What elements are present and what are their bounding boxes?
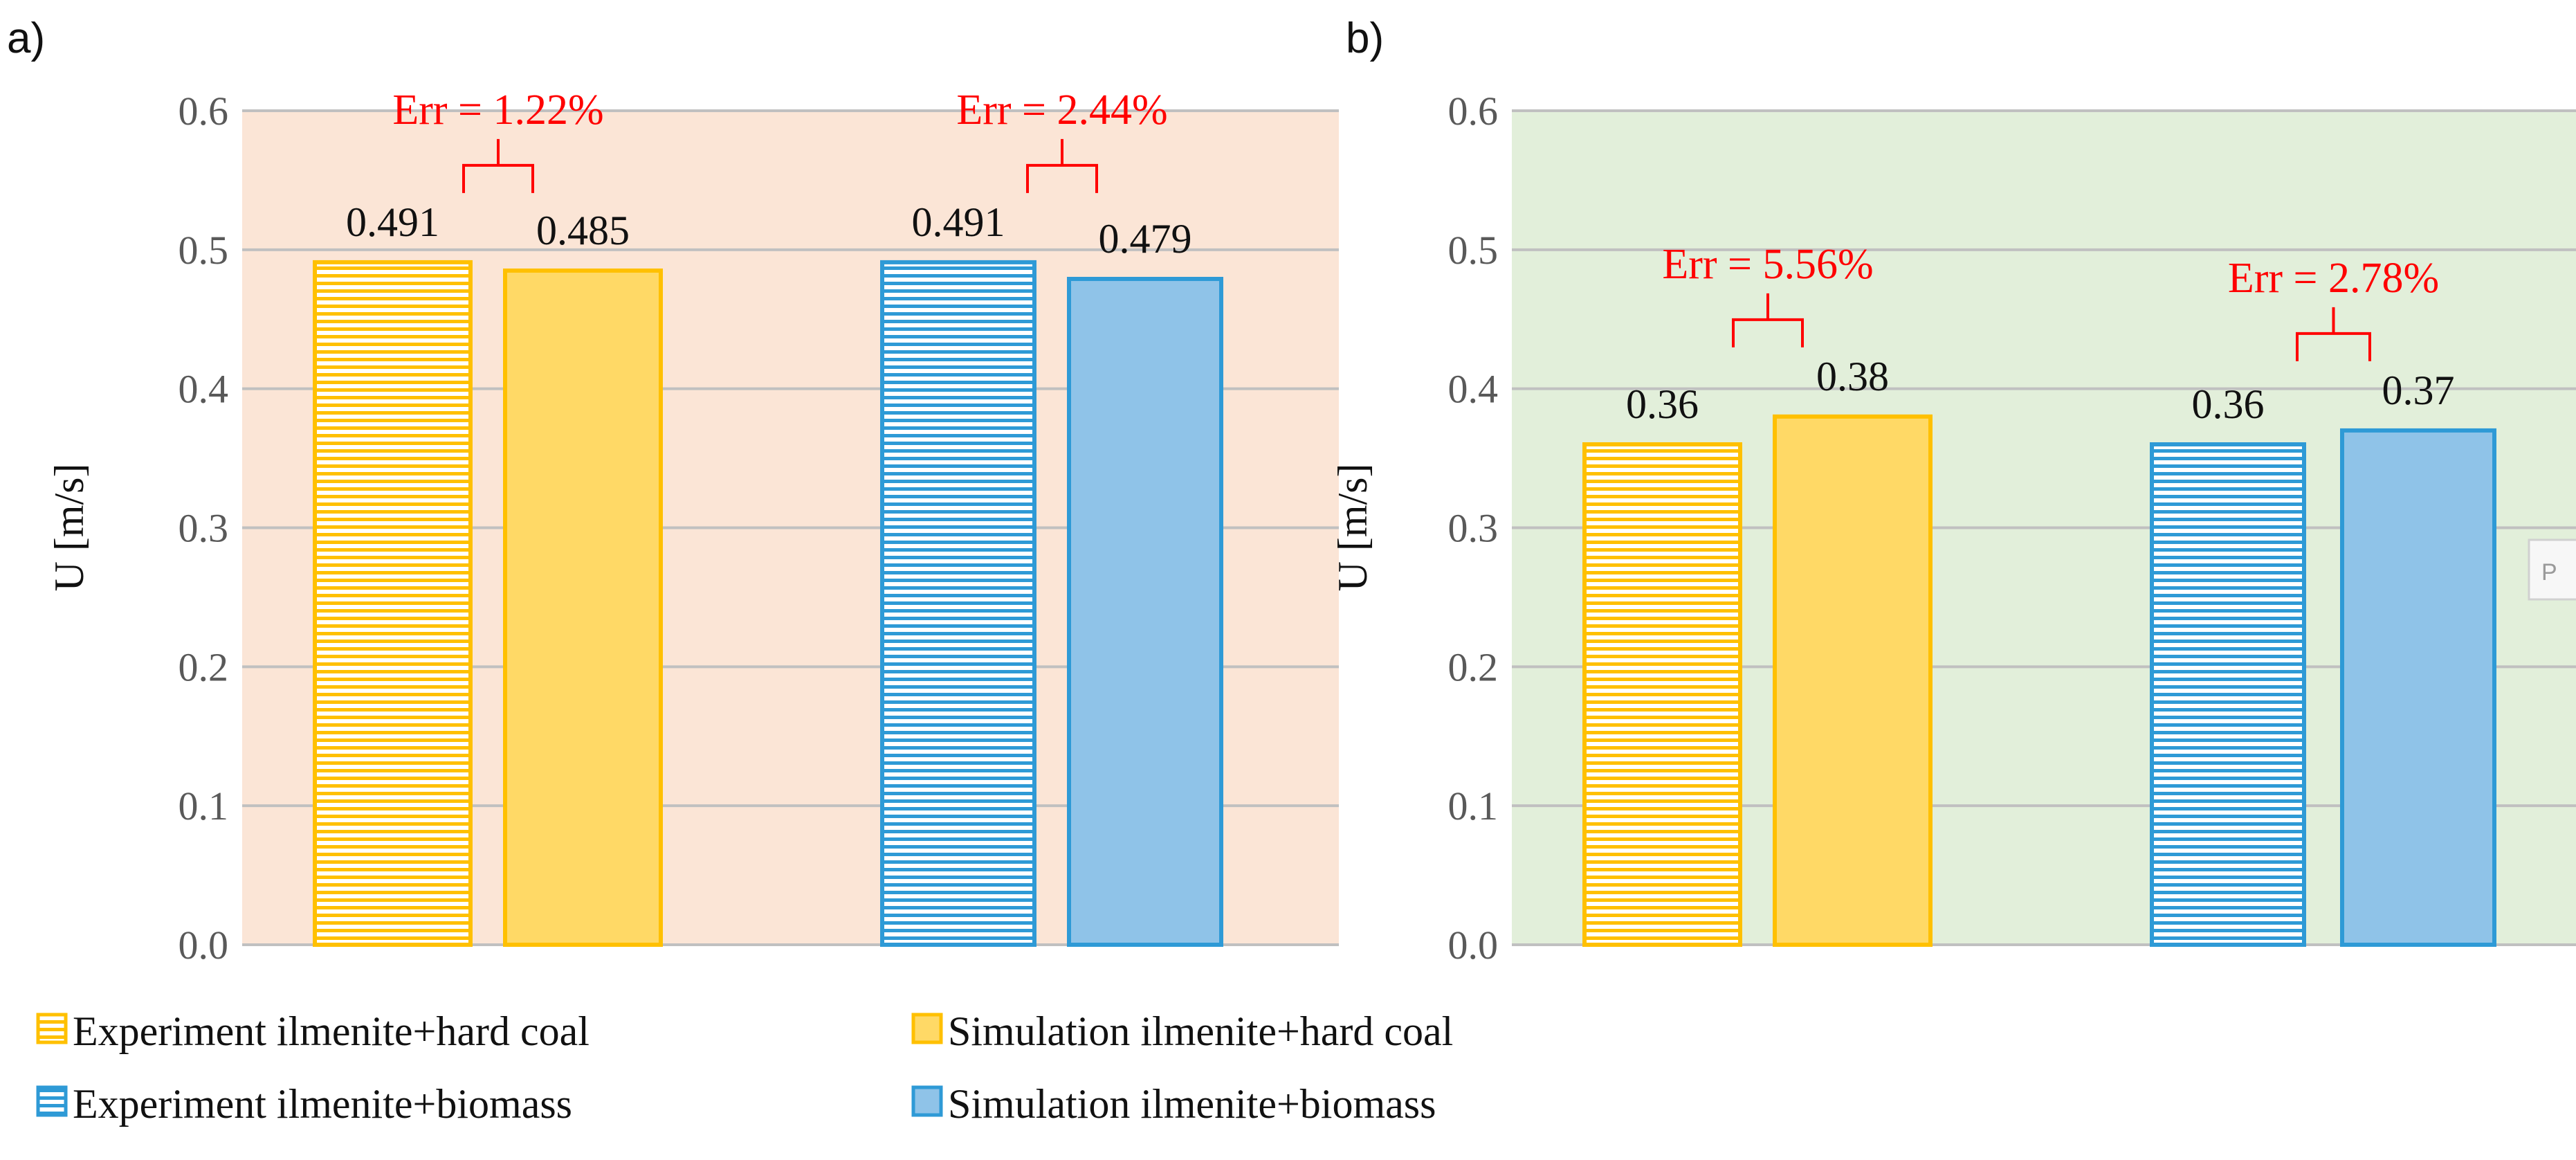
data-labels-b: 0.36 0.38 0.36 0.37 <box>1626 354 2455 427</box>
bar-experiment-hard-coal <box>1582 442 1742 947</box>
y-tick-label: 0.3 <box>1448 506 1499 551</box>
bar-experiment-hard-coal <box>313 260 473 947</box>
panel-a: a) 0.00.10.20.30.40.50.6 U [m/s] 0.491 0.… <box>7 15 1339 968</box>
error-bracket <box>1732 293 1804 347</box>
legend-item: Simulation ilmenite+biomass <box>911 1081 1436 1127</box>
y-tick-label: 0.1 <box>1448 783 1499 828</box>
error-annotations-a: Err = 1.22% Err = 2.44% <box>392 87 1168 193</box>
bar-simulation-hard-coal <box>1773 414 1933 947</box>
legend-item: Experiment ilmenite+biomass <box>36 1081 572 1127</box>
y-tick-label: 0.5 <box>179 228 229 273</box>
legend-swatch <box>36 1013 68 1044</box>
y-tick-label: 0.5 <box>1448 228 1499 273</box>
error-annotation: Err = 1.22% <box>392 87 603 134</box>
bar-simulation-biomass <box>2340 428 2496 947</box>
y-tick-label: 0.4 <box>179 367 229 412</box>
legend-swatch <box>911 1013 943 1044</box>
y-tick-label: 0.1 <box>179 783 229 828</box>
data-label: 0.37 <box>2382 368 2455 413</box>
data-label: 0.36 <box>1626 381 1699 427</box>
error-bracket <box>462 138 534 193</box>
error-annotation: Err = 5.56% <box>1662 241 1873 288</box>
error-annotations-b: Err = 5.56% Err = 2.78% <box>1662 241 2439 361</box>
y-tick-label: 0.2 <box>1448 644 1499 689</box>
y-axis-label-a: U [m/s] <box>46 464 92 592</box>
y-tick-label: 0.6 <box>179 89 229 134</box>
error-annotation: Err = 2.78% <box>2228 255 2439 302</box>
cut-off-fragment-text: P <box>2541 559 2557 586</box>
data-labels-a: 0.491 0.485 0.491 0.479 <box>346 199 1192 262</box>
y-axis-label-b: U [m/s] <box>1330 464 1376 592</box>
legend-label: Simulation ilmenite+hard coal <box>948 1008 1453 1054</box>
y-tick-label: 0.0 <box>1448 923 1499 968</box>
legend-swatch <box>36 1085 68 1117</box>
legend-label: Experiment ilmenite+hard coal <box>73 1008 590 1054</box>
y-tick-label: 0.2 <box>179 644 229 689</box>
panel-label-b: b) <box>1346 15 1384 62</box>
legend-label: Experiment ilmenite+biomass <box>73 1081 572 1127</box>
data-label: 0.36 <box>2192 381 2265 427</box>
data-label: 0.491 <box>346 199 439 245</box>
error-bracket <box>1026 138 1098 193</box>
bar-experiment-biomass <box>880 260 1036 947</box>
y-tick-label: 0.0 <box>179 923 229 968</box>
y-tick-label: 0.3 <box>179 506 229 551</box>
cut-off-fragment: P <box>2528 538 2576 601</box>
error-annotation: Err = 2.44% <box>956 87 1167 134</box>
bars-a <box>313 260 1223 948</box>
bar-simulation-hard-coal <box>503 268 663 948</box>
error-bracket <box>2296 307 2371 361</box>
legend-label: Simulation ilmenite+biomass <box>948 1081 1436 1127</box>
bar-experiment-biomass <box>2150 442 2306 947</box>
legend: Experiment ilmenite+hard coal Simulation … <box>36 1008 1453 1127</box>
legend-item: Simulation ilmenite+hard coal <box>911 1008 1453 1054</box>
data-label: 0.491 <box>912 199 1005 245</box>
y-tick-labels-b: 0.0 0.1 0.2 0.3 0.4 0.5 0.6 <box>1448 89 1499 968</box>
y-tick-labels-a: 0.0 0.1 0.2 0.3 0.4 0.5 0.6 <box>179 89 229 968</box>
y-tick-label: 0.6 <box>1448 89 1499 134</box>
bars-b <box>1582 414 2496 947</box>
panel-b: b) 0.00.10.20.30.40.50.6 U [m/s] 0.360.3… <box>1330 15 2576 968</box>
legend-item: Experiment ilmenite+hard coal <box>36 1008 590 1054</box>
data-label: 0.38 <box>1816 354 1889 399</box>
data-label: 0.485 <box>536 208 630 253</box>
y-tick-label: 0.4 <box>1448 367 1499 412</box>
legend-swatch <box>911 1085 943 1117</box>
panel-label-a: a) <box>7 15 45 62</box>
bar-simulation-biomass <box>1067 277 1223 947</box>
data-label: 0.479 <box>1099 216 1192 262</box>
